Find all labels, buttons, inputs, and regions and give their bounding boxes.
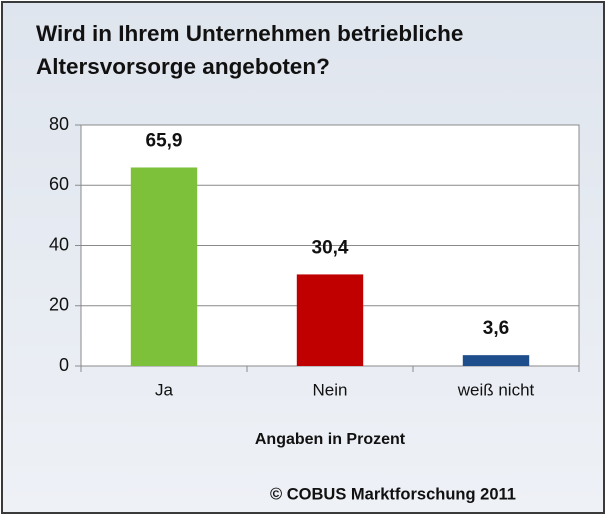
chart-frame: Wird in Ihrem Unternehmen betriebliche A… [1, 1, 605, 514]
y-tick-label: 60 [49, 174, 69, 194]
bar [130, 167, 198, 366]
source-note: © COBUS Marktforschung 2011 [270, 485, 516, 503]
x-tick-label: Ja [155, 380, 174, 399]
x-tick-label: Nein [313, 380, 348, 399]
x-axis-label: Angaben in Prozent [255, 431, 406, 448]
y-tick-label: 80 [49, 114, 69, 134]
x-tick-label: weiß nicht [457, 380, 535, 399]
value-label: 3,6 [483, 318, 509, 339]
y-tick-label: 0 [59, 355, 69, 375]
value-label: 65,9 [146, 130, 183, 151]
bar [296, 274, 364, 366]
y-tick-label: 20 [49, 295, 69, 315]
value-label: 30,4 [312, 237, 349, 258]
chart-title: Wird in Ihrem Unternehmen betriebliche A… [36, 21, 464, 79]
bar [462, 355, 530, 366]
chart: Angaben in Prozent © COBUS Marktforschun… [49, 114, 580, 503]
y-tick-label: 40 [49, 234, 69, 254]
